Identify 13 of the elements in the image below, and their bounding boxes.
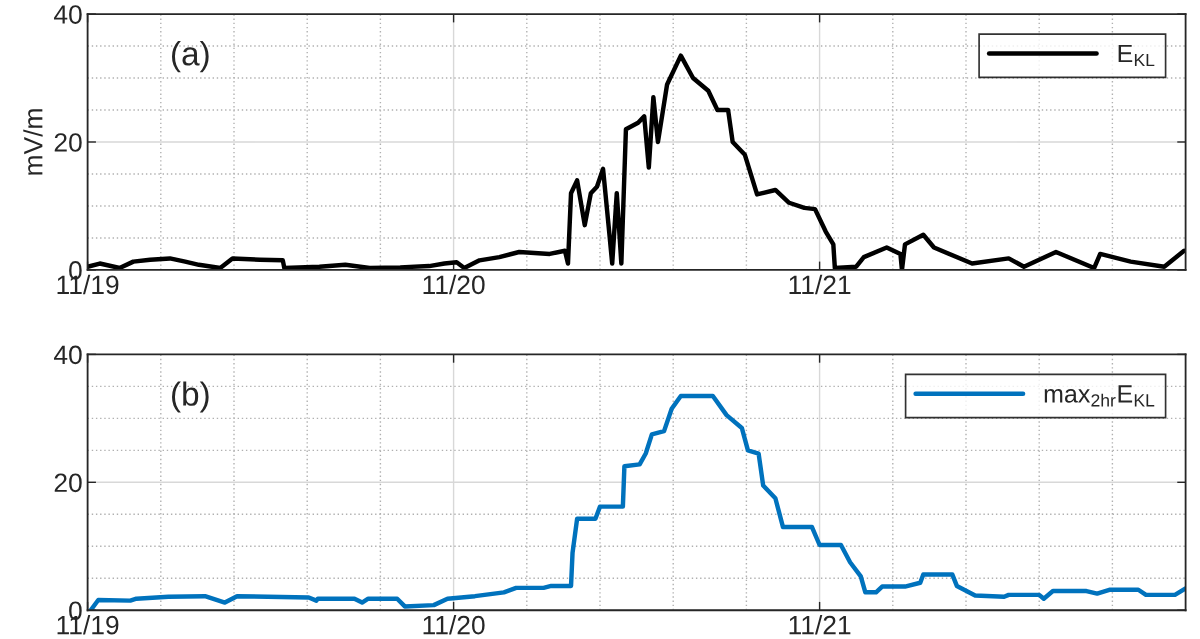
y-tick-label: 40 (54, 345, 82, 365)
annotation: (a) (172, 41, 209, 73)
annotation: (b) (172, 381, 209, 413)
x-tick-label: 11/21 (789, 274, 851, 295)
y-tick-label: 20 (54, 473, 82, 493)
y-tick-label: 40 (54, 5, 82, 24)
legend-label: max$_{2hr}$E$_{KL}$ (1044, 385, 1155, 407)
y-tick-label: 20 (54, 133, 82, 152)
y-axis-title: mV/m (23, 109, 43, 175)
legend-label: E$_{KL}$ (1118, 44, 1155, 67)
x-tick-label: 11/20 (423, 274, 485, 295)
x-tick-label: 11/21 (789, 615, 851, 635)
x-tick-label: 11/20 (423, 615, 485, 635)
